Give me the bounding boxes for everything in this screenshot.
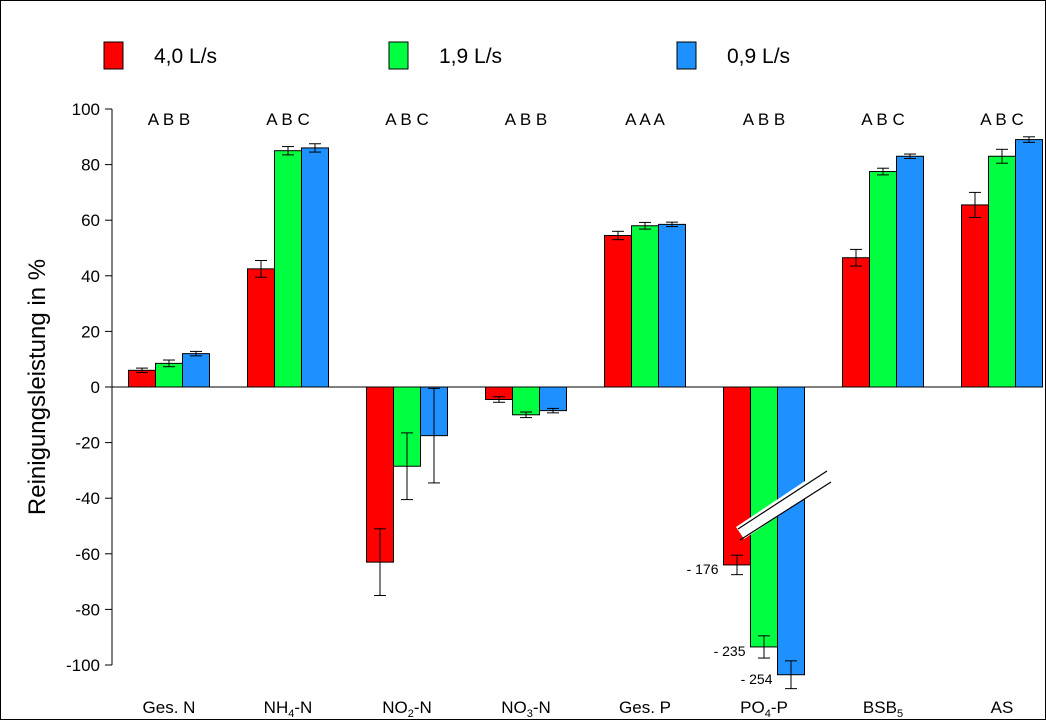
significance-label: A B B (743, 110, 786, 129)
bar (539, 386, 567, 412)
category-label-subscript: 3 (527, 708, 533, 719)
broken-bar-value-label: - 254 (741, 671, 773, 687)
legend-label: 4,0 L/s (154, 45, 217, 68)
broken-bar-value-label: - 235 (714, 643, 746, 659)
legend-label: 1,9 L/s (439, 45, 502, 68)
bars (128, 136, 1043, 690)
legend-swatch (103, 41, 124, 70)
bar (1015, 139, 1043, 388)
bar (896, 155, 924, 388)
significance-label: A B B (505, 110, 548, 129)
bar (247, 268, 275, 388)
significance-label: A B C (266, 110, 309, 129)
y-tick-label: -20 (75, 434, 100, 453)
category-label-suffix: -N (294, 698, 312, 717)
category-label-main: Ges. P (619, 698, 671, 717)
y-tick-label: 20 (81, 322, 100, 341)
category-label: NH4-N (264, 698, 313, 719)
category-label-subscript: 4 (288, 708, 294, 719)
y-axis: -100 -80 -60 -40 -20 0 20 40 60 80 100 (66, 100, 113, 675)
category-label: Ges. P (619, 698, 671, 717)
bar (961, 204, 989, 388)
significance-label: A B C (980, 110, 1023, 129)
bar (658, 223, 686, 388)
category-label-suffix: -N (414, 698, 432, 717)
bar (604, 234, 632, 388)
category-label-main: NO (501, 698, 527, 717)
significance-label: A B C (861, 110, 904, 129)
category-label-main: BSB (863, 698, 897, 717)
category-label-subscript: 5 (897, 708, 903, 719)
bar (274, 150, 302, 388)
y-tick-label: 100 (72, 100, 100, 119)
bar (777, 386, 805, 676)
category-labels: Ges. N NH4-N NO2-N NO3-N Ges. P PO4-P BSB5 AS (143, 698, 1014, 720)
bar (182, 353, 210, 388)
legend: 4,0 L/s 1,9 L/s 0,9 L/s (103, 41, 790, 70)
category-label-subscript: 2 (408, 708, 414, 719)
y-tick-label: -60 (75, 545, 100, 564)
significance-label: A A A (625, 110, 665, 129)
legend-swatch (676, 41, 697, 70)
y-tick-label: -100 (66, 656, 100, 675)
y-tick-label: 0 (91, 378, 100, 397)
category-label: PO4-P (740, 698, 788, 719)
bar (631, 225, 659, 388)
category-label: AS (991, 698, 1014, 717)
y-tick-label: -40 (75, 489, 100, 508)
bar (869, 171, 897, 388)
axis-break: - 176 - 235 - 254 (687, 469, 833, 687)
y-tick-label: 40 (81, 267, 100, 286)
category-label: NO3-N (501, 698, 551, 719)
category-label-main: NO (382, 698, 408, 717)
category-label-main: Ges. N (143, 698, 196, 717)
category-label-main: NH (264, 698, 289, 717)
category-label-subscript: 4 (765, 708, 771, 719)
category-label-main: AS (991, 698, 1014, 717)
bar (512, 386, 540, 416)
y-tick-label: 80 (81, 156, 100, 175)
category-label: Ges. N (143, 698, 196, 717)
category-label-suffix: -N (533, 698, 551, 717)
axis-break-gap (736, 469, 833, 539)
broken-bar-value-label: - 176 (687, 561, 719, 577)
axis-break-line (737, 470, 828, 530)
bar (301, 147, 329, 388)
legend-label: 0,9 L/s (727, 45, 790, 68)
category-label-main: PO (740, 698, 765, 717)
significance-label: A B B (148, 110, 191, 129)
bar (842, 257, 870, 388)
y-tick-label: 60 (81, 211, 100, 230)
axis-break-line (739, 481, 832, 541)
y-tick-label: -80 (75, 600, 100, 619)
category-label: NO2-N (382, 698, 432, 719)
bar (723, 386, 751, 566)
category-label: BSB5 (863, 698, 903, 719)
category-label-suffix: -P (771, 698, 788, 717)
significance-label: A B C (385, 110, 428, 129)
y-axis-title: Reinigungsleistung in % (24, 259, 51, 515)
legend-swatch (388, 41, 409, 70)
bar (988, 155, 1016, 388)
